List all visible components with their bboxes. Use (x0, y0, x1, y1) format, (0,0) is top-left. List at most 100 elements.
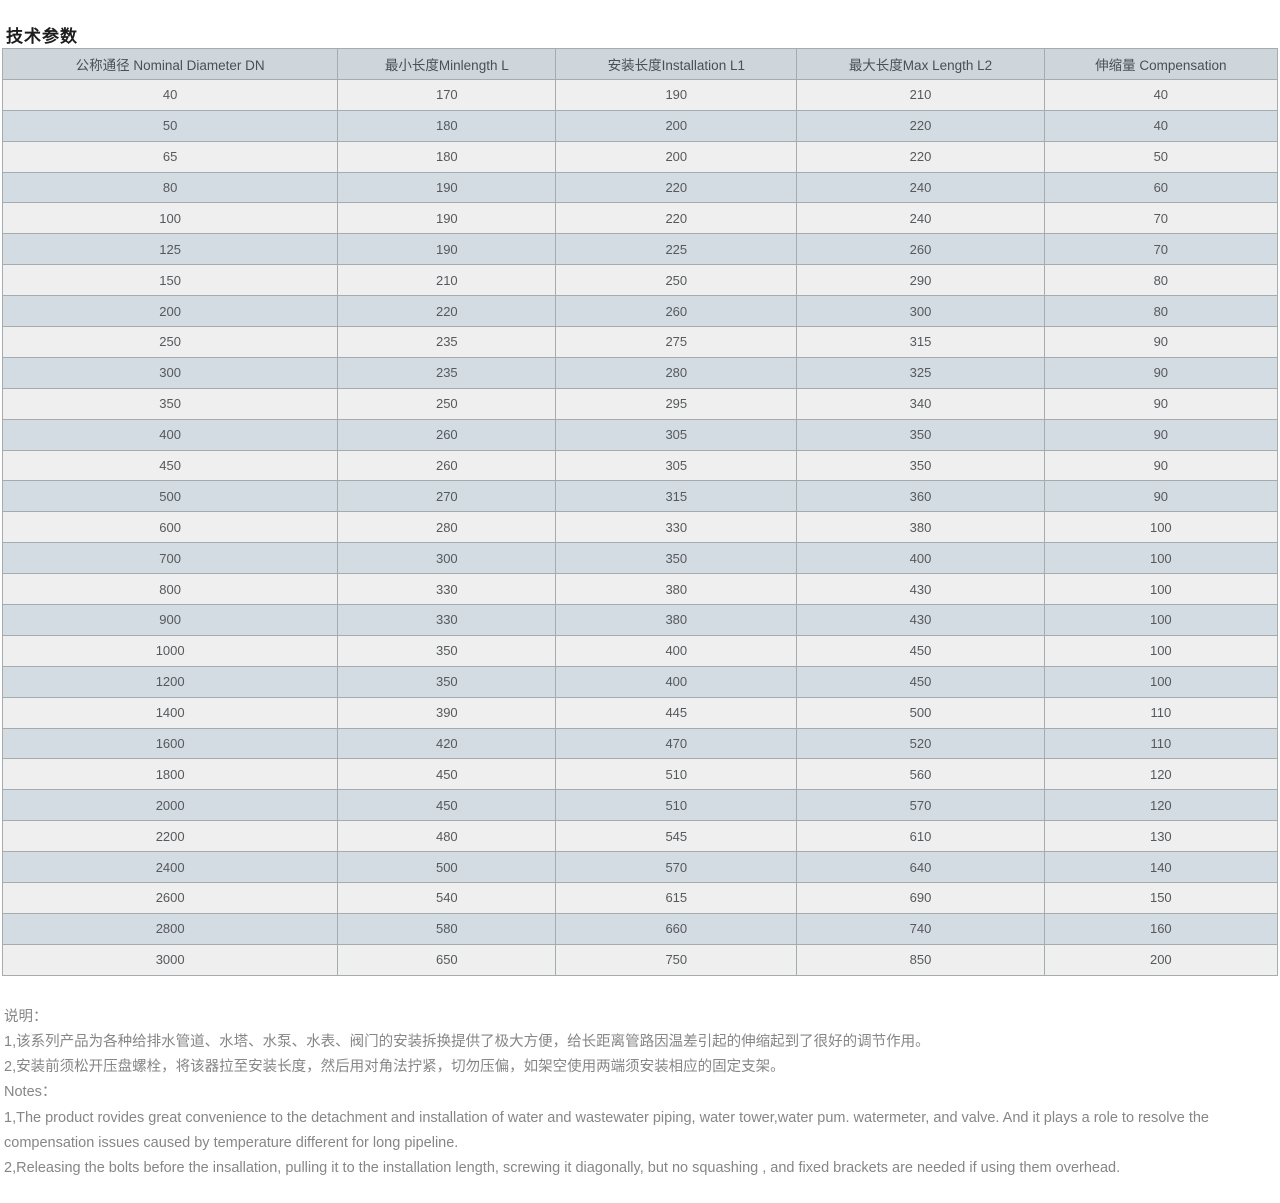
table-cell: 190 (337, 233, 557, 266)
table-cell: 100 (1043, 573, 1279, 606)
table-cell: 380 (796, 511, 1045, 544)
table-row: 2000 450 510 570 120 (1, 789, 1279, 822)
note-en-2: 2,Releasing the bolts before the insalla… (4, 1159, 1121, 1176)
table-cell: 350 (796, 418, 1045, 451)
table-cell: 450 (337, 758, 557, 791)
notes-section: 说明： 1,该系列产品为各种给排水管道、水塔、水泵、水表、阀门的安装拆换提供了极… (2, 1005, 1278, 1181)
table-cell: 150 (1, 264, 339, 297)
table-cell: 330 (337, 604, 557, 636)
table-cell: 300 (1, 356, 339, 389)
table-cell: 190 (337, 171, 557, 204)
table-cell: 390 (337, 696, 557, 729)
table-cell: 510 (555, 758, 798, 791)
table-cell: 500 (1, 480, 339, 513)
table-cell: 750 (555, 943, 798, 976)
table-row: 500 270 315 360 90 (1, 480, 1279, 513)
table-cell: 235 (337, 326, 557, 358)
table-cell: 260 (555, 295, 798, 328)
table-cell: 130 (1043, 820, 1279, 853)
table-cell: 100 (1043, 542, 1279, 575)
table-cell: 400 (555, 634, 798, 667)
table-row: 1600 420 470 520 110 (1, 727, 1279, 760)
table-cell: 235 (337, 356, 557, 389)
note-zh-1: 1,该系列产品为各种给排水管道、水塔、水泵、水表、阀门的安装拆换提供了极大方便，… (4, 1033, 930, 1050)
table-cell: 520 (796, 727, 1045, 760)
table-cell: 2000 (1, 789, 339, 822)
table-row: 1200 350 400 450 100 (1, 665, 1279, 698)
table-cell: 100 (1043, 634, 1279, 667)
table-cell: 220 (337, 295, 557, 328)
table-row: 100 190 220 240 70 (1, 202, 1279, 235)
table-cell: 1000 (1, 634, 339, 667)
table-cell: 90 (1043, 326, 1279, 358)
table-row: 125 190 225 260 70 (1, 233, 1279, 266)
table-cell: 190 (337, 202, 557, 235)
table-cell: 90 (1043, 418, 1279, 451)
table-cell: 900 (1, 604, 339, 636)
table-row: 200 220 260 300 80 (1, 295, 1279, 328)
table-cell: 300 (796, 295, 1045, 328)
table-cell: 160 (1043, 912, 1279, 945)
table-cell: 200 (1, 295, 339, 328)
table-cell: 315 (555, 480, 798, 513)
table-cell: 350 (796, 449, 1045, 482)
table-cell: 250 (337, 387, 557, 420)
table-cell: 250 (1, 326, 339, 358)
table-row: 400 260 305 350 90 (1, 418, 1279, 451)
table-cell: 420 (337, 727, 557, 760)
table-cell: 570 (555, 851, 798, 884)
table-cell: 50 (1043, 140, 1279, 173)
table-cell: 330 (555, 511, 798, 544)
table-cell: 50 (1, 109, 339, 142)
table-cell: 275 (555, 326, 798, 358)
table-cell: 260 (796, 233, 1045, 266)
table-row: 900 330 380 430 100 (1, 604, 1279, 636)
table-cell: 125 (1, 233, 339, 266)
table-cell: 90 (1043, 480, 1279, 513)
table-cell: 400 (1, 418, 339, 451)
table-cell: 225 (555, 233, 798, 266)
table-row: 250 235 275 315 90 (1, 326, 1279, 358)
table-cell: 110 (1043, 727, 1279, 760)
table-cell: 430 (796, 604, 1045, 636)
table-cell: 220 (796, 140, 1045, 173)
table-cell: 470 (555, 727, 798, 760)
table-row: 1000 350 400 450 100 (1, 634, 1279, 667)
table-cell: 325 (796, 356, 1045, 389)
table-cell: 580 (337, 912, 557, 945)
table-cell: 40 (1, 78, 339, 111)
table-cell: 610 (796, 820, 1045, 853)
table-row: 350 250 295 340 90 (1, 387, 1279, 420)
table-row: 50 180 200 220 40 (1, 109, 1279, 142)
table-cell: 80 (1043, 264, 1279, 297)
table-cell: 100 (1043, 604, 1279, 636)
table-cell: 220 (555, 202, 798, 235)
table-cell: 600 (1, 511, 339, 544)
table-cell: 380 (555, 604, 798, 636)
table-cell: 350 (337, 634, 557, 667)
table-cell: 3000 (1, 943, 339, 976)
table-cell: 660 (555, 912, 798, 945)
table-cell: 150 (1043, 882, 1279, 914)
table-cell: 450 (796, 665, 1045, 698)
table-row: 80 190 220 240 60 (1, 171, 1279, 204)
table-row: 700 300 350 400 100 (1, 542, 1279, 575)
table-cell: 305 (555, 418, 798, 451)
table-cell: 200 (555, 140, 798, 173)
notes-heading-zh: 说明： (4, 1008, 48, 1025)
page-title: 技术参数 (6, 27, 78, 46)
table-cell: 65 (1, 140, 339, 173)
table-cell: 200 (555, 109, 798, 142)
table-cell: 120 (1043, 758, 1279, 791)
table-cell: 570 (796, 789, 1045, 822)
table-cell: 100 (1, 202, 339, 235)
table-cell: 210 (337, 264, 557, 297)
table-cell: 510 (555, 789, 798, 822)
table-cell: 290 (796, 264, 1045, 297)
table-cell: 210 (796, 78, 1045, 111)
table-cell: 430 (796, 573, 1045, 606)
table-row: 65 180 200 220 50 (1, 140, 1279, 173)
column-header: 最大长度Max Length L2 (796, 48, 1045, 80)
